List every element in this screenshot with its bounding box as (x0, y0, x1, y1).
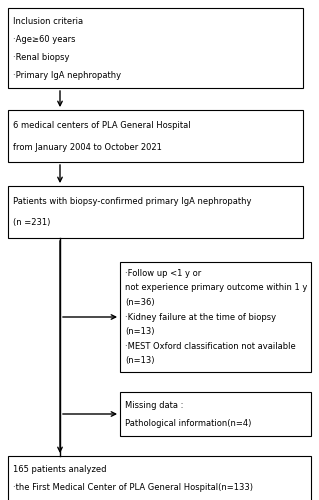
Text: ·Renal biopsy: ·Renal biopsy (13, 52, 70, 62)
Text: from January 2004 to October 2021: from January 2004 to October 2021 (13, 142, 162, 152)
Text: (n=36): (n=36) (125, 298, 155, 307)
Text: ·Primary IgA nephropathy: ·Primary IgA nephropathy (13, 70, 121, 80)
Text: Missing data :: Missing data : (125, 400, 183, 409)
Text: (n=13): (n=13) (125, 356, 154, 365)
Text: (n=13): (n=13) (125, 327, 154, 336)
Text: ·Age≥60 years: ·Age≥60 years (13, 34, 76, 43)
Text: Patients with biopsy-confirmed primary IgA nephropathy: Patients with biopsy-confirmed primary I… (13, 196, 251, 205)
Text: ·Follow up <1 y or: ·Follow up <1 y or (125, 269, 201, 278)
Bar (8, 8, 303, 88)
Bar (8, 456, 311, 500)
Bar (120, 262, 311, 372)
Text: ·the First Medical Center of PLA General Hospital(n=133): ·the First Medical Center of PLA General… (13, 482, 253, 492)
Bar (8, 110, 303, 162)
Text: ·MEST Oxford classification not available: ·MEST Oxford classification not availabl… (125, 342, 296, 350)
Bar (120, 392, 311, 436)
Text: 165 patients analyzed: 165 patients analyzed (13, 464, 107, 473)
Bar (8, 186, 303, 238)
Text: (n =231): (n =231) (13, 218, 50, 228)
Text: Inclusion criteria: Inclusion criteria (13, 16, 83, 26)
Text: not experience primary outcome within 1 y: not experience primary outcome within 1 … (125, 284, 308, 292)
Text: 6 medical centers of PLA General Hospital: 6 medical centers of PLA General Hospita… (13, 120, 191, 130)
Text: ·Kidney failure at the time of biopsy: ·Kidney failure at the time of biopsy (125, 312, 276, 322)
Text: Pathological information(n=4): Pathological information(n=4) (125, 418, 251, 428)
